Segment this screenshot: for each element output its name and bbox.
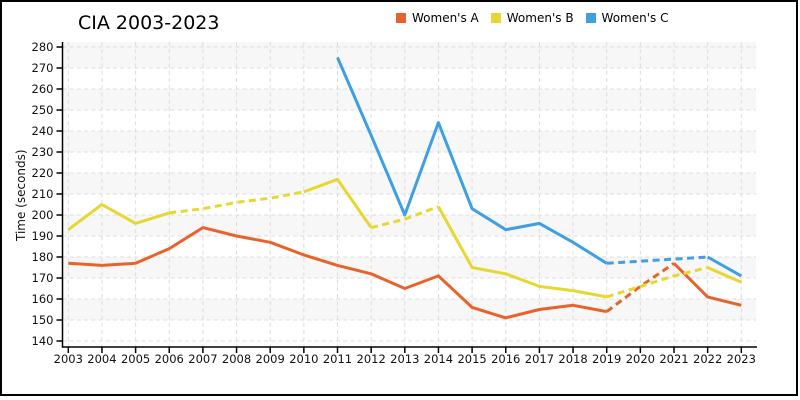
y-tick-label: 140 (32, 334, 54, 348)
y-tick-label: 210 (32, 187, 54, 201)
x-tick-label: 2017 (525, 352, 554, 366)
y-tick-label: 200 (32, 208, 54, 222)
y-axis-title: Time (seconds) (14, 149, 28, 241)
y-tick-label: 230 (32, 145, 54, 159)
y-tick-label: 250 (32, 103, 54, 117)
x-tick-label: 2008 (222, 352, 251, 366)
x-tick-label: 2013 (390, 352, 419, 366)
legend-label: Women's A (412, 11, 479, 25)
x-tick-label: 2022 (693, 352, 722, 366)
legend-swatch-icon (396, 13, 406, 23)
y-tick-label: 150 (32, 313, 54, 327)
x-tick-label: 2016 (491, 352, 520, 366)
legend-item-women-s-a: Women's A (396, 11, 479, 25)
x-tick-label: 2011 (323, 352, 352, 366)
y-tick-label: 180 (32, 250, 54, 264)
x-tick-label: 2020 (626, 352, 655, 366)
x-tick-label: 2014 (424, 352, 453, 366)
x-tick-label: 2010 (289, 352, 318, 366)
y-tick-label: 270 (32, 61, 54, 75)
x-tick-label: 2015 (457, 352, 486, 366)
legend-swatch-icon (490, 13, 501, 23)
y-tick-label: 220 (32, 166, 54, 180)
y-tick-label: 190 (32, 229, 54, 243)
x-tick-label: 2012 (357, 352, 386, 366)
x-tick-label: 2018 (558, 352, 587, 366)
y-tick-label: 260 (32, 82, 54, 96)
x-tick-label: 2019 (592, 352, 621, 366)
x-tick-label: 2023 (727, 352, 756, 366)
y-tick-label: 170 (32, 271, 54, 285)
x-tick-label: 2003 (54, 352, 83, 366)
legend-swatch-icon (585, 13, 596, 23)
x-tick-label: 2007 (188, 352, 217, 366)
legend-item-women-s-b: Women's B (490, 11, 574, 25)
y-tick-label: 240 (32, 124, 54, 138)
y-tick-label: 160 (32, 292, 54, 306)
legend: Women's A Women's B Women's C (396, 9, 668, 27)
legend-label: Women's B (506, 11, 574, 25)
chart-title: CIA 2003-2023 (78, 12, 220, 34)
x-tick-label: 2021 (659, 352, 688, 366)
y-tick-label: 280 (32, 40, 54, 54)
x-tick-label: 2009 (256, 352, 285, 366)
x-tick-label: 2005 (121, 352, 150, 366)
x-tick-label: 2004 (87, 352, 116, 366)
legend-item-women-s-c: Women's C (585, 11, 669, 25)
x-tick-label: 2006 (155, 352, 184, 366)
legend-label: Women's C (601, 11, 669, 25)
